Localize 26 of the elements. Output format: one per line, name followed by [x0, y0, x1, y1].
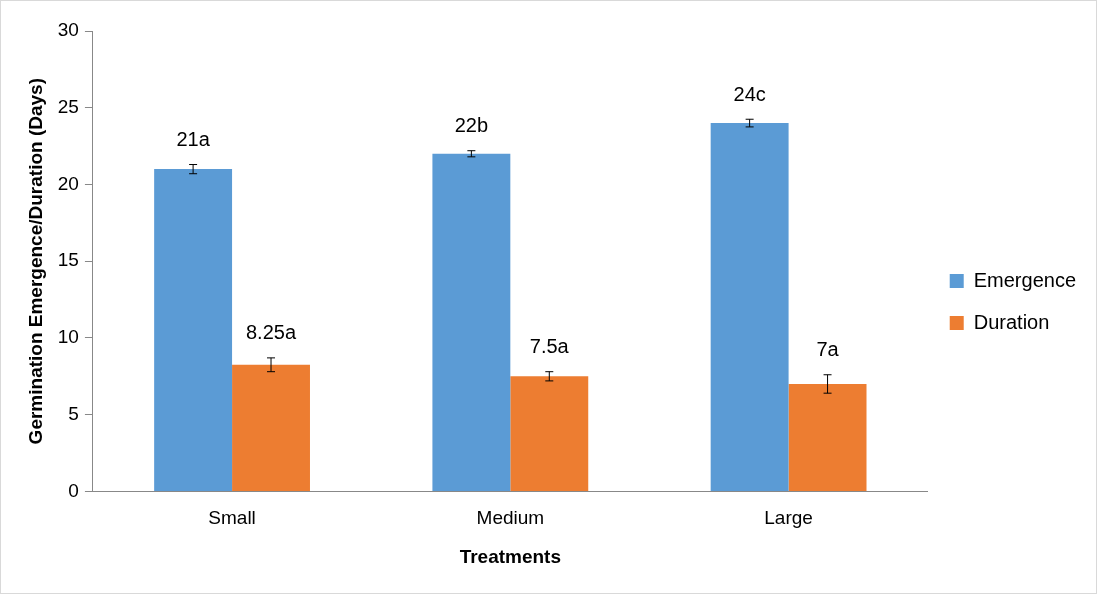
y-tick-label: 0 — [68, 479, 79, 501]
legend-label: Emergence — [973, 268, 1077, 291]
bar — [710, 123, 789, 491]
data-label: 7a — [816, 338, 840, 361]
y-tick-label: 30 — [57, 19, 79, 41]
y-tick-label: 25 — [57, 95, 79, 117]
data-label: 24c — [733, 82, 766, 105]
data-label: 22b — [454, 114, 489, 137]
y-tick-label: 20 — [57, 172, 79, 194]
bar — [788, 383, 867, 491]
y-tick-label: 15 — [57, 249, 79, 271]
data-label: 21a — [176, 128, 211, 151]
y-tick-label: 5 — [68, 402, 79, 424]
x-tick-label: Small — [208, 507, 256, 529]
bar — [232, 364, 310, 491]
data-label: 8.25a — [245, 321, 297, 344]
data-label: 7.5a — [529, 335, 570, 358]
bar — [154, 169, 233, 491]
x-tick-label: Medium — [476, 507, 545, 529]
bar — [432, 153, 511, 491]
legend-label: Duration — [973, 310, 1050, 333]
x-axis-title: Treatments — [459, 545, 562, 567]
x-tick-label: Large — [764, 507, 813, 529]
y-axis-title: Germination Emergence/Duration (Days) — [24, 78, 46, 445]
bar — [510, 376, 589, 491]
y-tick-label: 10 — [57, 326, 79, 348]
